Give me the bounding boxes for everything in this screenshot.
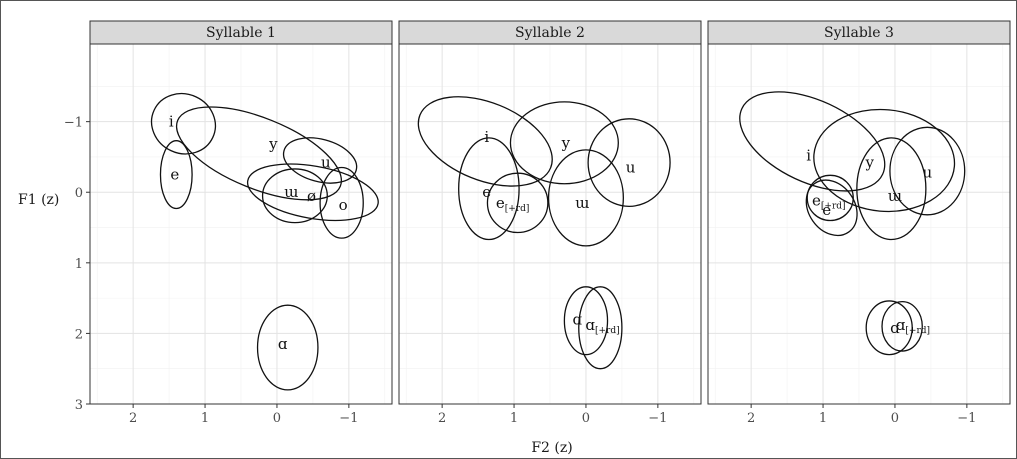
vowel-ellipse bbox=[509, 101, 619, 185]
y-tick-label: 3 bbox=[75, 398, 83, 413]
vowel-ellipse bbox=[261, 168, 328, 224]
panel-border bbox=[89, 43, 393, 405]
vowel-label-subscript: [+rd] bbox=[905, 326, 930, 336]
vowel-label: y bbox=[561, 134, 571, 152]
vowel-ellipse bbox=[856, 137, 927, 241]
x-tick-label: 0 bbox=[582, 411, 590, 426]
vowel-ellipse bbox=[889, 126, 966, 216]
vowel-label: ɯ bbox=[888, 187, 902, 205]
vowel-ellipse bbox=[805, 179, 858, 237]
vowel-label: i bbox=[169, 113, 174, 131]
vowel-ellipse bbox=[587, 118, 671, 208]
x-tick-label: −1 bbox=[648, 411, 667, 426]
vowel-label: ɯ bbox=[575, 194, 589, 212]
vowel-ellipse bbox=[458, 137, 520, 241]
vowel-ellipse bbox=[563, 286, 609, 356]
vowel-label: u bbox=[922, 163, 932, 181]
x-tick-label: 2 bbox=[129, 411, 137, 426]
vowel-ellipse bbox=[150, 92, 217, 155]
vowel-ellipse bbox=[865, 300, 913, 356]
x-tick-label: 0 bbox=[891, 411, 899, 426]
panel-title: Syllable 1 bbox=[206, 25, 276, 41]
x-tick-label: 1 bbox=[201, 411, 209, 426]
y-tick-label: 0 bbox=[75, 186, 83, 201]
x-tick-label: −1 bbox=[339, 411, 358, 426]
x-tick-label: 2 bbox=[438, 411, 446, 426]
vowel-ellipse bbox=[578, 286, 623, 370]
y-tick-label: 2 bbox=[75, 327, 83, 342]
y-axis: −1 0 1 2 3 bbox=[64, 116, 90, 413]
vowel-ellipse bbox=[881, 300, 923, 352]
vowel-label: ɯ bbox=[284, 183, 298, 201]
vowel-label: e bbox=[482, 183, 491, 201]
vowel-ellipse bbox=[806, 174, 854, 222]
panel-border bbox=[398, 43, 702, 405]
panel-border bbox=[707, 43, 1011, 405]
vowel-label: i bbox=[484, 128, 489, 146]
vowel-label: i bbox=[806, 147, 811, 165]
vowel-label: ø bbox=[307, 187, 316, 205]
vowel-label: e bbox=[822, 201, 831, 219]
panel-1: Syllable 1 i e y u ɯ ø o ɑ bbox=[89, 20, 393, 405]
vowel-label: ɑ bbox=[573, 310, 583, 328]
panel-title: Syllable 3 bbox=[824, 25, 894, 41]
panel-title: Syllable 2 bbox=[515, 25, 585, 41]
vowel-label: e bbox=[170, 166, 179, 184]
vowel-label: ɑ bbox=[278, 335, 288, 353]
x-tick-label: 2 bbox=[747, 411, 755, 426]
vowel-ellipse bbox=[417, 96, 553, 187]
vowel-ellipse bbox=[175, 106, 343, 201]
vowel-label-subscript: [+rd] bbox=[821, 202, 846, 212]
vowel-label: u bbox=[626, 159, 636, 177]
x-tick-label: 0 bbox=[273, 411, 281, 426]
vowel-ellipse bbox=[547, 149, 624, 247]
vowel-ellipse bbox=[246, 163, 379, 222]
vowel-ellipse bbox=[159, 140, 193, 210]
x-axis-title: F2 (z) bbox=[531, 440, 572, 456]
vowel-label-subscript: [+rd] bbox=[595, 326, 620, 336]
x-tick-label: 1 bbox=[510, 411, 518, 426]
vowel-ellipse bbox=[813, 108, 956, 213]
x-tick-label: −1 bbox=[957, 411, 976, 426]
vowel-label: ɑ bbox=[890, 319, 900, 337]
vowel-label-subscript: [+rd] bbox=[505, 204, 530, 214]
vowel-ellipse bbox=[282, 137, 358, 184]
vowel-label: y bbox=[865, 154, 875, 172]
vowel-ellipse bbox=[256, 304, 319, 391]
y-tick-label: 1 bbox=[75, 257, 83, 272]
vowel-label: o bbox=[339, 196, 348, 214]
vowel-ellipse bbox=[739, 91, 886, 192]
vowel-label: u bbox=[321, 154, 331, 172]
vowel-label: y bbox=[268, 135, 278, 153]
x-tick-label: 1 bbox=[819, 411, 827, 426]
y-axis-title: F1 (z) bbox=[18, 192, 59, 208]
y-tick-label: −1 bbox=[64, 116, 83, 131]
x-axes: 2 1 0 −1 2 1 0 −1 2 1 0 −1 bbox=[129, 404, 976, 426]
vowel-ellipse bbox=[486, 172, 549, 234]
vowel-ellipse bbox=[319, 166, 364, 239]
